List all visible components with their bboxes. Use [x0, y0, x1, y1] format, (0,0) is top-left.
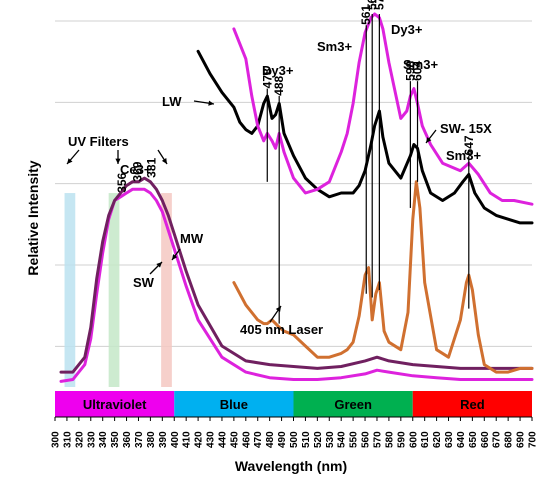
x-tick-label: 300 [51, 431, 62, 448]
x-tick-label: 480 [265, 431, 276, 448]
x-tick-label: 340 [98, 431, 109, 448]
band-red [412, 391, 532, 417]
band-green [293, 391, 413, 417]
peak-marker-lines [266, 14, 470, 324]
x-tick-label: 420 [194, 431, 205, 448]
annotation-sm3: Sm3+ [317, 39, 352, 54]
arrow-uv-filter-1-head [67, 158, 73, 164]
x-tick-label: 490 [277, 431, 288, 448]
x-tick-label: 520 [313, 431, 324, 448]
x-tick-label: 700 [528, 431, 539, 448]
y-axis-title: Relative Intensity [25, 160, 41, 275]
arrow-lw-head [208, 100, 214, 106]
peak-label-561: 561 [359, 5, 373, 25]
x-tick-label: 540 [337, 431, 348, 448]
arrow-laser-head [275, 306, 281, 312]
x-tick-label: 460 [241, 431, 252, 448]
band-label-red: Red [460, 397, 485, 412]
annotations: UV Filters Ce3+ SW MW LW Dy3+ Sm3+ Dy3+ Sm3+ SW- … [66, 22, 492, 337]
series-lines [59, 12, 534, 383]
x-tick-label: 550 [349, 431, 360, 448]
x-tick-label: 570 [372, 431, 383, 448]
x-tick-label: 380 [146, 431, 157, 448]
x-tick-label: 440 [217, 431, 228, 448]
uv-filter-bands [64, 193, 172, 387]
band-blue [174, 391, 294, 417]
x-tick-label: 620 [432, 431, 443, 448]
spectral-color-bands: Ultraviolet Blue Green Red [55, 391, 532, 417]
x-axis-title: Wavelength (nm) [235, 458, 347, 474]
annotation-mw: MW [180, 231, 204, 246]
x-tick-label: 360 [122, 431, 133, 448]
x-tick-label: 500 [289, 431, 300, 448]
x-tick-label: 350 [110, 431, 121, 448]
x-tick-label: 600 [408, 431, 419, 448]
x-tick-label: 510 [301, 431, 312, 448]
peak-label-356: 356 [115, 172, 129, 192]
x-tick-label: 430 [206, 431, 217, 448]
series-mw [59, 176, 534, 374]
peak-label-598: 598 [403, 61, 417, 81]
uv-filter-1 [64, 193, 76, 387]
annotation-uv-filters: UV Filters [68, 134, 129, 149]
x-tick-label: 590 [396, 431, 407, 448]
series-sw-15x [232, 12, 534, 206]
x-tick-label: 690 [516, 431, 527, 448]
arrow-uv-filter-2-head [115, 158, 121, 164]
x-tick-label: 680 [504, 431, 515, 448]
peak-label-572: 572 [372, 0, 386, 10]
x-tick-label: 640 [456, 431, 467, 448]
x-tick-label: 660 [480, 431, 491, 448]
x-tick-label: 310 [62, 431, 73, 448]
series-405-nm-laser [232, 180, 534, 374]
peak-label-488: 488 [272, 75, 286, 95]
x-tick-label: 320 [74, 431, 85, 448]
peak-label-604: 604 [411, 61, 425, 81]
band-label-ultraviolet: Ultraviolet [83, 397, 147, 412]
peak-label-381: 381 [145, 158, 159, 178]
band-ultraviolet [55, 391, 175, 417]
uv-filter-3 [161, 193, 172, 387]
x-tick-label: 560 [361, 431, 372, 448]
arrow-sw-15x-head [426, 137, 432, 143]
annotation-sm3: Sm3+ [446, 148, 481, 163]
annotation-sw-15x: SW- 15X [440, 121, 492, 136]
peak-label-478: 478 [260, 68, 274, 88]
arrow-sw-head [156, 262, 162, 268]
x-tick-label: 530 [325, 431, 336, 448]
uv-filter-2 [108, 193, 120, 387]
series-lw [196, 49, 534, 225]
annotation-sw: SW [133, 275, 155, 290]
peak-label-647: 647 [462, 135, 476, 155]
annotation-ce3: Ce3+ [120, 162, 152, 177]
arrow-mw-head [172, 254, 178, 260]
peak-label-369: 369 [130, 161, 144, 181]
x-tick-label: 400 [170, 431, 181, 448]
band-label-green: Green [334, 397, 372, 412]
x-tick-label: 650 [468, 431, 479, 448]
annotation-405-nm-laser: 405 nm Laser [240, 322, 323, 337]
x-tick-label: 670 [492, 431, 503, 448]
arrow-uv-filter-3-head [161, 158, 167, 164]
x-tick-label: 580 [384, 431, 395, 448]
x-tick-label: 610 [420, 431, 431, 448]
peak-label-566: 566 [365, 0, 379, 10]
x-tick-label: 470 [253, 431, 264, 448]
band-label-blue: Blue [220, 397, 248, 412]
x-tick-label: 450 [229, 431, 240, 448]
annotation-dy3: Dy3+ [262, 63, 294, 78]
x-tick-label: 370 [134, 431, 145, 448]
annotation-sm3: Sm3+ [403, 57, 438, 72]
x-tick-label: 410 [182, 431, 193, 448]
annotation-dy3: Dy3+ [391, 22, 423, 37]
x-tick-label: 630 [444, 431, 455, 448]
annotation-lw: LW [162, 94, 182, 109]
x-tick-label: 330 [86, 431, 97, 448]
x-axis: 300 310 320 330 340 350 360 370 380 390 400 410 420 4… [51, 416, 539, 448]
x-tick-label: 390 [158, 431, 169, 448]
gridlines [55, 20, 532, 347]
